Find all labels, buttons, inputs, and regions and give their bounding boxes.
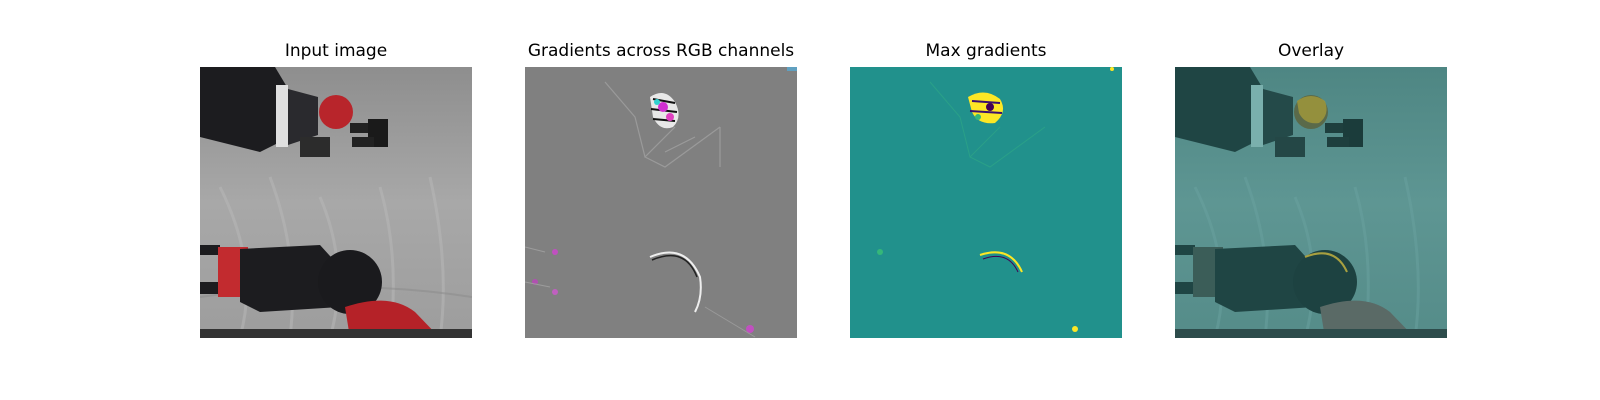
panel-title: Gradients across RGB channels (527, 41, 795, 61)
panel-title: Max gradients (925, 41, 1047, 61)
max-gradient-map (850, 67, 1122, 338)
input-image (200, 67, 472, 338)
panel-title: Overlay (1277, 41, 1345, 61)
rgb-gradient-map (525, 67, 797, 338)
panel-title: Input image (284, 41, 388, 61)
gradient-overlay (1175, 67, 1447, 338)
